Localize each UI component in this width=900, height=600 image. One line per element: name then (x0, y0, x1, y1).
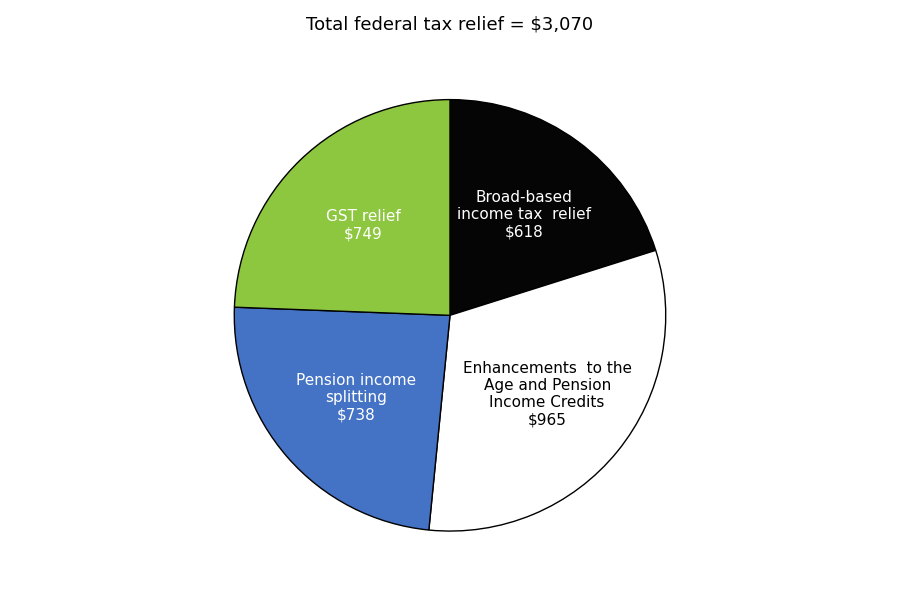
Wedge shape (234, 100, 450, 316)
Wedge shape (234, 307, 450, 530)
Text: Pension income
splitting
$738: Pension income splitting $738 (295, 373, 416, 422)
Wedge shape (450, 100, 656, 316)
Text: GST relief
$749: GST relief $749 (326, 209, 400, 241)
Text: Broad-based
income tax  relief
$618: Broad-based income tax relief $618 (457, 190, 591, 239)
Title: Total federal tax relief = $3,070: Total federal tax relief = $3,070 (306, 15, 594, 33)
Wedge shape (428, 250, 666, 531)
Text: Enhancements  to the
Age and Pension
Income Credits
$965: Enhancements to the Age and Pension Inco… (463, 361, 632, 428)
